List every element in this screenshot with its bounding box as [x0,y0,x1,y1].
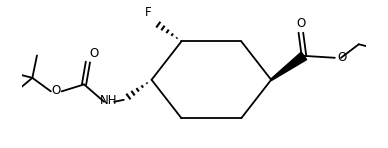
Text: O: O [296,17,305,30]
Text: F: F [145,6,152,19]
Text: NH: NH [100,94,118,107]
Text: O: O [52,84,61,97]
Text: O: O [90,47,99,60]
Text: O: O [338,51,347,64]
Polygon shape [271,52,307,80]
